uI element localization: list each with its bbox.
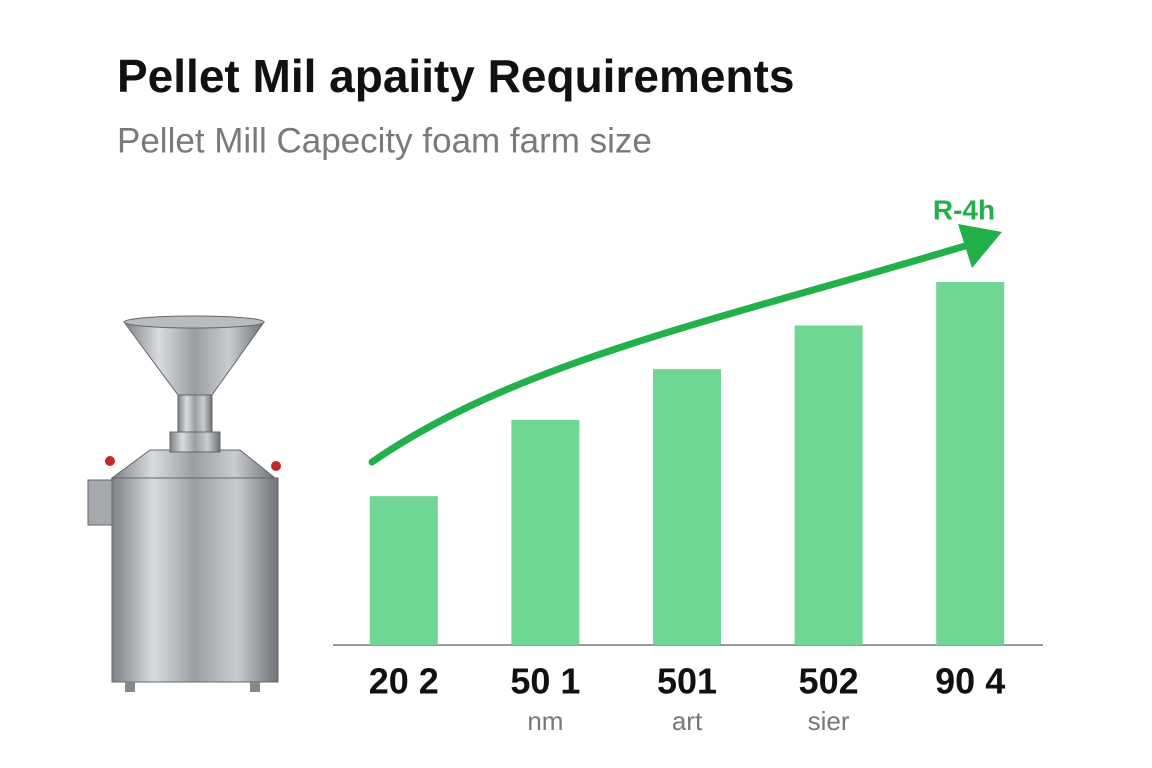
trend-arrow (368, 239, 979, 466)
bar (369, 496, 438, 645)
bar (794, 325, 863, 645)
bar (936, 282, 1005, 645)
x-sub-label: nm (527, 706, 563, 736)
trend-arrowhead (958, 224, 1002, 268)
bar (511, 419, 580, 645)
trend-annotation: R-4h (933, 194, 995, 225)
pellet-mill-illustration (87, 315, 281, 692)
x-sub-label: sier (808, 706, 850, 736)
x-sub-label: art (672, 706, 703, 736)
x-tick-label: 50 1 (510, 661, 580, 702)
chart-subtitle: Pellet Mill Capecity foam farm size (117, 121, 652, 160)
x-tick-label: 502 (799, 661, 859, 702)
chart-title: Pellet Mil apaiity Requirements (117, 50, 794, 102)
bar (653, 369, 721, 645)
x-tick-label: 90 4 (935, 661, 1005, 702)
x-tick-label: 20 2 (369, 661, 439, 702)
x-tick-label: 501 (657, 661, 717, 702)
